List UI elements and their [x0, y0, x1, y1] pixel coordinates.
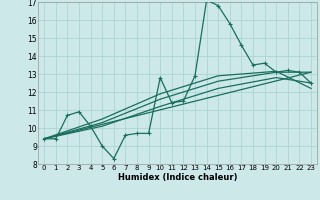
X-axis label: Humidex (Indice chaleur): Humidex (Indice chaleur) [118, 173, 237, 182]
